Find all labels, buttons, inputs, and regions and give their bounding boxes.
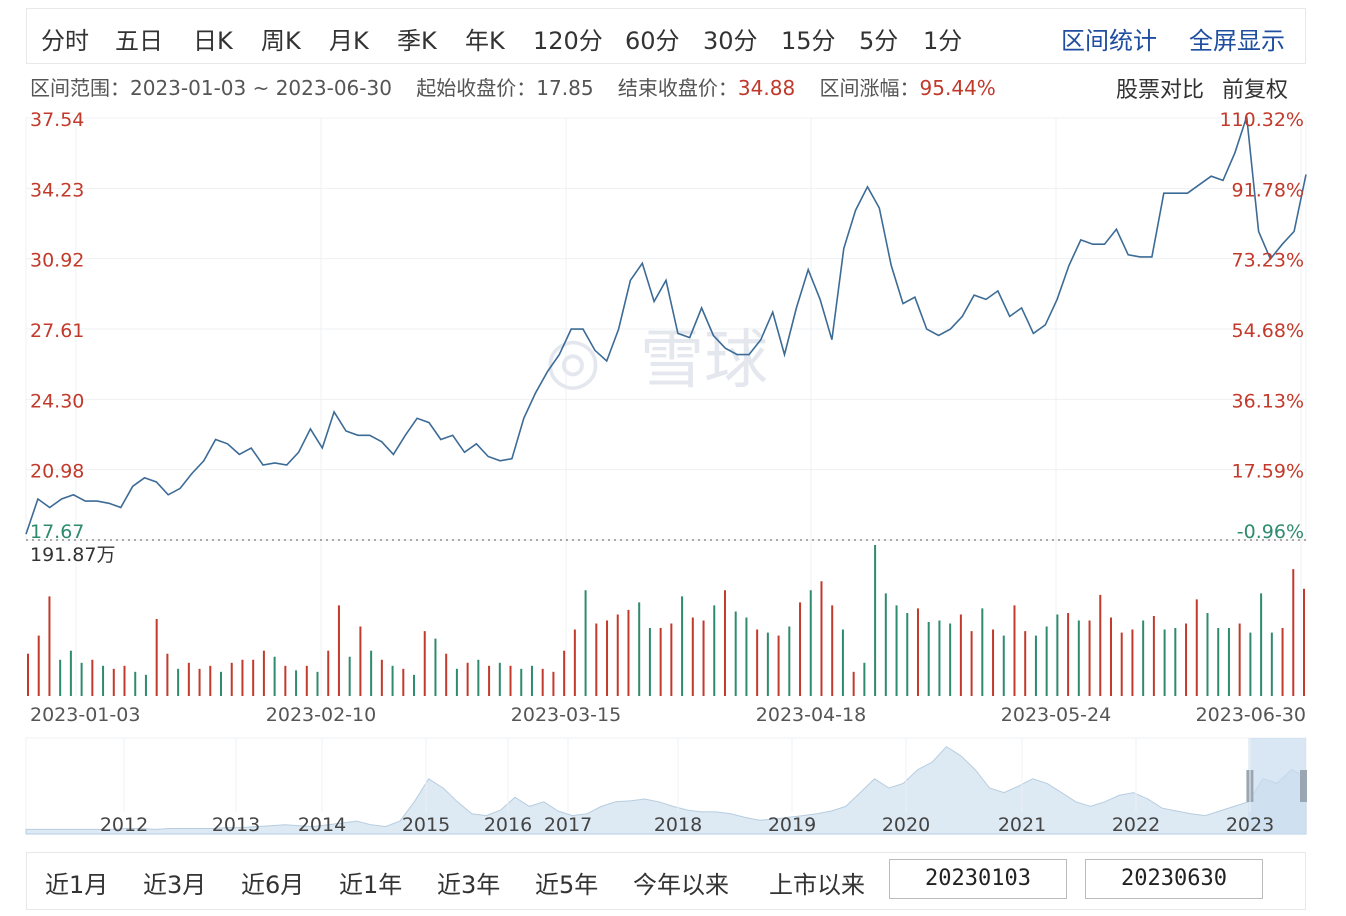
- range-selector-bar: 近1月 近3月 近6月 近1年 近3年 近5年 今年以来 上市以来 202301…: [26, 852, 1306, 910]
- y-tick-right: 36.13%: [1232, 390, 1304, 412]
- interval-info-row: 区间范围：2023-01-03 ~ 2023-06-30 起始收盘价：17.85…: [30, 72, 996, 101]
- overview-year-label: 2012: [100, 814, 148, 836]
- x-tick-label: 2023-04-18: [756, 704, 866, 726]
- end-close-label: 结束收盘价：: [617, 76, 738, 100]
- start-close-value: 17.85: [536, 76, 594, 100]
- y-tick-left: 37.54: [30, 109, 84, 131]
- period-tab-bar: 分时 五日 日K 周K 月K 季K 年K 120分 60分 30分 15分 5分…: [26, 8, 1306, 64]
- stock-compare-button[interactable]: 股票对比: [1116, 78, 1205, 103]
- overview-year-label: 2021: [998, 814, 1046, 836]
- x-tick-label: 2023-01-03: [30, 704, 140, 726]
- y-tick-right: 17.59%: [1232, 461, 1304, 483]
- tab-yearly-k[interactable]: 年K: [465, 27, 505, 55]
- range-label: 区间范围：: [30, 76, 130, 100]
- x-tick-label: 2023-02-10: [266, 704, 376, 726]
- price-series-line: [25, 116, 1307, 535]
- tab-120min[interactable]: 120分: [533, 27, 603, 55]
- y-tick-left: 20.98: [30, 461, 84, 483]
- y-tick-left: 27.61: [30, 320, 84, 342]
- y-tick-left: 17.67: [30, 521, 84, 543]
- overview-year-label: 2015: [402, 814, 450, 836]
- tab-timeshare[interactable]: 分时: [41, 27, 89, 55]
- end-close-value: 34.88: [737, 76, 796, 100]
- range-value: 2023-01-03 ~ 2023-06-30: [130, 76, 392, 100]
- x-tick-label: 2023-05-24: [1001, 704, 1111, 726]
- tab-weekly-k[interactable]: 周K: [261, 27, 301, 55]
- volume-max-label: 191.87万: [30, 544, 115, 566]
- tab-five-day[interactable]: 五日: [115, 27, 163, 55]
- overview-year-label: 2022: [1112, 814, 1160, 836]
- date-to-input[interactable]: 20230630: [1085, 859, 1263, 899]
- overview-area: [25, 745, 1307, 835]
- overview-year-label: 2023: [1226, 814, 1274, 836]
- overview-handle-right: [1300, 770, 1307, 802]
- overview-year-label: 2018: [654, 814, 702, 836]
- y-tick-right: 73.23%: [1232, 250, 1304, 272]
- range-3-months[interactable]: 近3月: [143, 871, 207, 899]
- range-since-listing[interactable]: 上市以来: [769, 871, 865, 899]
- y-tick-left: 24.30: [30, 390, 84, 412]
- start-close-label: 起始收盘价：: [416, 76, 537, 100]
- watermark-logo: ◎: [545, 324, 601, 398]
- tab-1min[interactable]: 1分: [923, 27, 963, 55]
- tab-5min[interactable]: 5分: [859, 27, 899, 55]
- overview-year-label: 2016: [484, 814, 532, 836]
- x-tick-label: 2023-03-15: [511, 704, 621, 726]
- y-tick-right: 110.32%: [1219, 109, 1304, 131]
- tab-daily-k[interactable]: 日K: [193, 27, 233, 55]
- overview-year-label: 2019: [768, 814, 816, 836]
- interval-stats-button[interactable]: 区间统计: [1061, 27, 1157, 55]
- tab-monthly-k[interactable]: 月K: [329, 27, 369, 55]
- overview-year-label: 2017: [544, 814, 592, 836]
- y-tick-left: 30.92: [30, 250, 84, 272]
- overview-selection: [1248, 738, 1306, 834]
- tab-quarterly-k[interactable]: 季K: [397, 27, 437, 55]
- x-tick-label: 2023-06-30: [1196, 704, 1306, 726]
- overview-year-label: 2020: [882, 814, 930, 836]
- range-5-years[interactable]: 近5年: [535, 871, 599, 899]
- fullscreen-button[interactable]: 全屏显示: [1189, 27, 1285, 55]
- range-1-year[interactable]: 近1年: [339, 871, 403, 899]
- price-volume-chart[interactable]: ◎ 雪球 37.54 34.23 30.92 27.61 24.30 20.98 17.67…: [0, 0, 1346, 850]
- overview-year-label: 2014: [298, 814, 346, 836]
- range-1-month[interactable]: 近1月: [45, 871, 109, 899]
- range-ytd[interactable]: 今年以来: [633, 871, 729, 899]
- watermark-text: 雪球: [640, 324, 768, 398]
- y-tick-right: 91.78%: [1232, 179, 1304, 201]
- tab-60min[interactable]: 60分: [625, 27, 680, 55]
- date-from-input[interactable]: 20230103: [889, 859, 1067, 899]
- change-label: 区间涨幅：: [819, 76, 920, 100]
- change-value: 95.44%: [919, 76, 996, 100]
- tab-15min[interactable]: 15分: [781, 27, 836, 55]
- overview-year-label: 2013: [212, 814, 260, 836]
- forward-adjust-button[interactable]: 前复权: [1222, 78, 1289, 103]
- tab-30min[interactable]: 30分: [703, 27, 758, 55]
- y-tick-left: 34.23: [30, 179, 84, 201]
- y-tick-right: 54.68%: [1232, 320, 1304, 342]
- range-6-months[interactable]: 近6月: [241, 871, 305, 899]
- y-tick-right: -0.96%: [1237, 521, 1304, 543]
- range-3-years[interactable]: 近3年: [437, 871, 501, 899]
